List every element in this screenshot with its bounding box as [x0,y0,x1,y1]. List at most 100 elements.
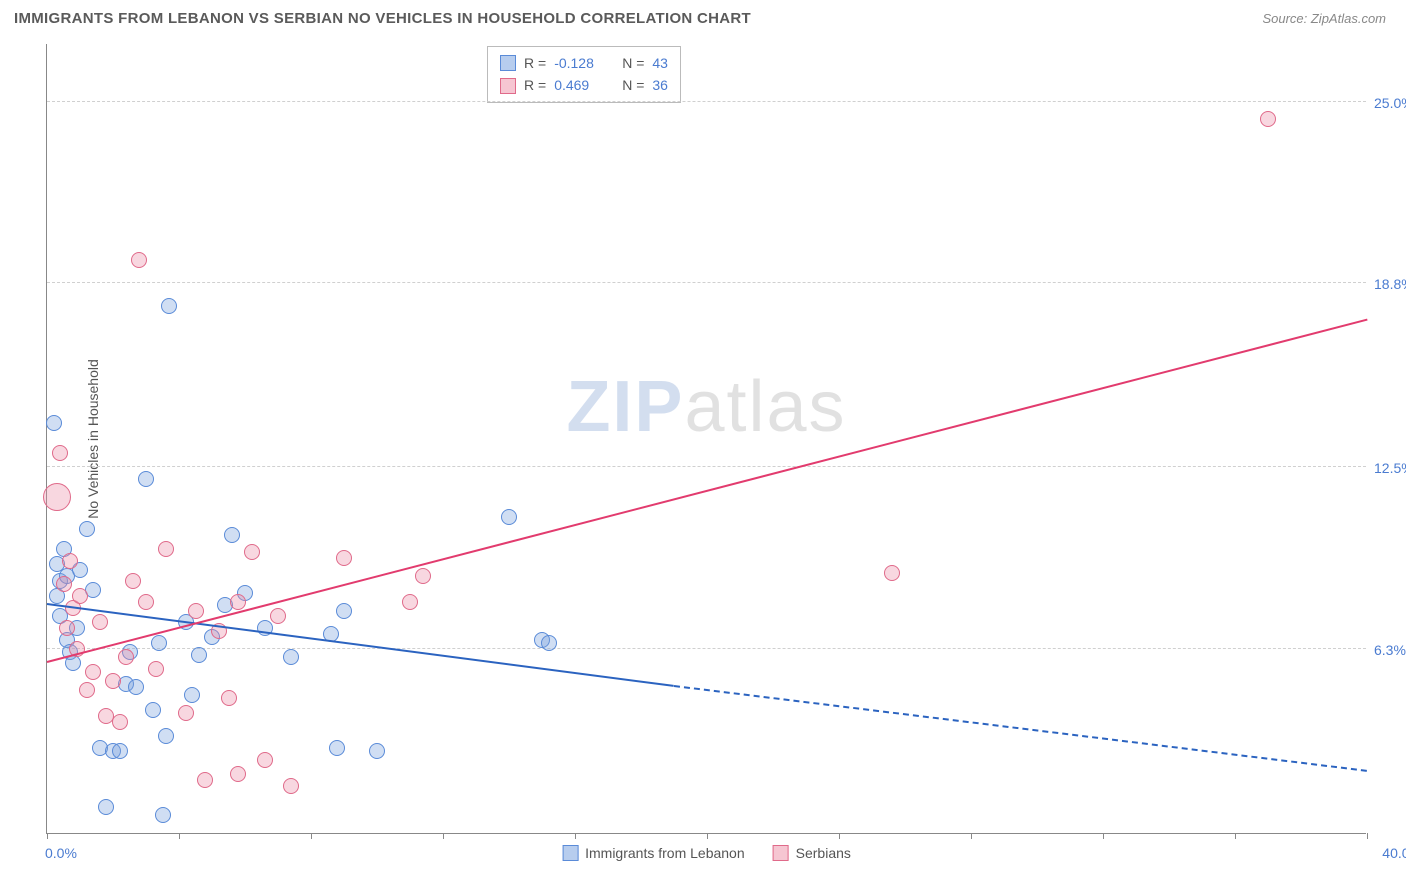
r-label: R = [524,52,546,74]
data-point-serbian [402,594,418,610]
data-point-lebanon [283,649,299,665]
r-label: R = [524,74,546,96]
data-point-lebanon [98,799,114,815]
x-tick-mark [707,833,708,839]
gridline [47,282,1366,283]
watermark-atlas: atlas [684,367,846,447]
data-point-lebanon [46,415,62,431]
gridline [47,648,1366,649]
n-label: N = [622,74,644,96]
legend-swatch [500,78,516,94]
data-point-lebanon [138,471,154,487]
data-point-serbian [59,620,75,636]
data-point-serbian [257,752,273,768]
r-value: 0.469 [554,74,606,96]
data-point-serbian [230,766,246,782]
n-value: 43 [652,52,668,74]
series-legend-label: Immigrants from Lebanon [585,845,745,861]
data-point-lebanon [79,521,95,537]
chart-title: IMMIGRANTS FROM LEBANON VS SERBIAN NO VE… [14,10,751,27]
trend-line [47,603,674,687]
data-point-lebanon [161,298,177,314]
data-point-lebanon [151,635,167,651]
legend-swatch [500,55,516,71]
gridline [47,101,1366,102]
data-point-serbian [52,445,68,461]
data-point-serbian [72,588,88,604]
data-point-lebanon [329,740,345,756]
data-point-serbian [230,594,246,610]
chart-container: ZIPatlas No Vehicles in Household 0.0% 4… [46,44,1366,834]
series-legend: Immigrants from Lebanon Serbians [562,845,851,861]
data-point-serbian [112,714,128,730]
data-point-serbian [188,603,204,619]
data-point-serbian [118,649,134,665]
data-point-serbian [105,673,121,689]
legend-row: R = -0.128 N = 43 [500,52,668,74]
x-tick-mark [971,833,972,839]
data-point-lebanon [158,728,174,744]
x-tick-mark [1103,833,1104,839]
y-tick-label: 12.5% [1374,460,1406,476]
data-point-serbian [79,682,95,698]
y-axis-label: No Vehicles in Household [85,359,101,519]
watermark: ZIPatlas [566,366,846,448]
data-point-lebanon [191,647,207,663]
data-point-lebanon [155,807,171,823]
data-point-serbian [270,608,286,624]
data-point-lebanon [65,655,81,671]
data-point-serbian [244,544,260,560]
data-point-lebanon [224,527,240,543]
series-legend-label: Serbians [796,845,851,861]
x-tick-mark [311,833,312,839]
legend-row: R = 0.469N = 36 [500,74,668,96]
n-label: N = [622,52,644,74]
series-legend-item: Immigrants from Lebanon [562,845,745,861]
data-point-serbian [415,568,431,584]
gridline [47,466,1366,467]
data-point-serbian [283,778,299,794]
trend-line [47,319,1367,663]
data-point-serbian [62,553,78,569]
data-point-serbian [125,573,141,589]
data-point-serbian [197,772,213,788]
data-point-serbian [336,550,352,566]
data-point-lebanon [369,743,385,759]
x-tick-mark [839,833,840,839]
data-point-serbian [158,541,174,557]
data-point-lebanon [501,509,517,525]
x-tick-mark [47,833,48,839]
data-point-serbian [138,594,154,610]
data-point-lebanon [184,687,200,703]
correlation-legend: R = -0.128N = 43R = 0.469N = 36 [487,46,681,103]
data-point-lebanon [336,603,352,619]
legend-swatch [773,845,789,861]
data-point-serbian [131,252,147,268]
data-point-serbian [148,661,164,677]
y-tick-label: 25.0% [1374,95,1406,111]
y-tick-label: 18.8% [1374,276,1406,292]
x-tick-mark [575,833,576,839]
data-point-lebanon [128,679,144,695]
x-tick-mark [179,833,180,839]
legend-swatch [562,845,578,861]
data-point-lebanon [145,702,161,718]
chart-source: Source: ZipAtlas.com [1262,11,1386,26]
data-point-serbian [85,664,101,680]
x-axis-end-label: 40.0% [1382,845,1406,861]
r-value: -0.128 [554,52,606,74]
x-tick-mark [443,833,444,839]
trend-line [674,685,1367,772]
data-point-serbian [92,614,108,630]
data-point-serbian [884,565,900,581]
series-legend-item: Serbians [773,845,851,861]
data-point-serbian [178,705,194,721]
x-tick-mark [1367,833,1368,839]
data-point-serbian [221,690,237,706]
plot-area: ZIPatlas No Vehicles in Household 0.0% 4… [46,44,1366,834]
x-tick-mark [1235,833,1236,839]
y-tick-label: 6.3% [1374,642,1406,658]
data-point-lebanon [541,635,557,651]
x-axis-start-label: 0.0% [45,845,77,861]
data-point-serbian [56,576,72,592]
